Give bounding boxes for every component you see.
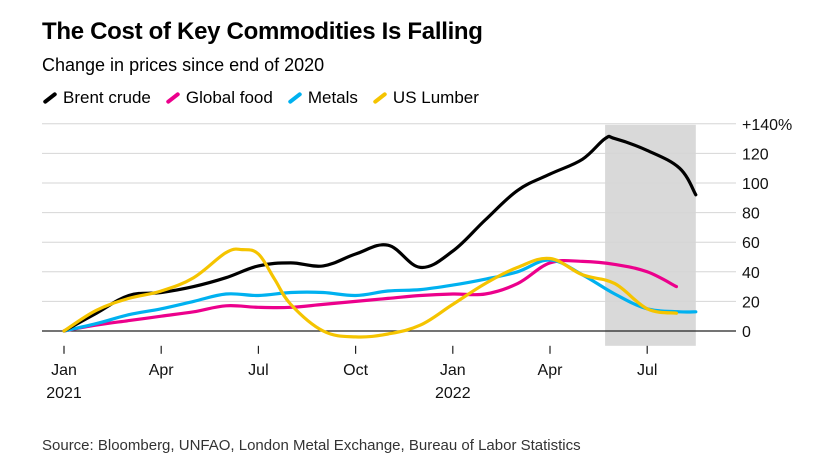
y-tick-label: 40	[742, 265, 760, 282]
legend-label-brent: Brent crude	[63, 88, 151, 107]
chart-title: The Cost of Key Commodities Is Falling	[42, 18, 483, 45]
x-tick-label: Oct	[343, 362, 368, 379]
x-tick-label: Apr	[538, 362, 564, 379]
chart-subtitle: Change in prices since end of 2020	[42, 55, 325, 75]
x-tick-label: Jan	[51, 362, 77, 379]
legend-item-food: Global food	[165, 88, 273, 108]
legend-label-lumber: US Lumber	[392, 88, 479, 107]
x-tick-label: Jan	[440, 362, 466, 379]
y-tick-label: 20	[742, 294, 760, 311]
y-tick-label: 120	[742, 146, 769, 163]
series-line-food	[62, 258, 678, 333]
series-line-brent	[62, 134, 698, 333]
y-tick-label: +140%	[742, 117, 792, 134]
y-tick-label: 0	[742, 324, 751, 341]
series-line-lumber	[62, 247, 678, 339]
chart-legend: Brent crude Global food Metals US Lumber	[42, 88, 479, 108]
y-tick-label: 60	[742, 235, 760, 252]
source-note: Source: Bloomberg, UNFAO, London Metal E…	[42, 437, 581, 454]
x-tick-label: Jul	[637, 362, 657, 379]
y-tick-label: 80	[742, 206, 760, 223]
legend-item-brent: Brent crude	[42, 88, 151, 108]
x-tick-label: Apr	[149, 362, 175, 379]
legend-label-metals: Metals	[307, 88, 358, 107]
legend-item-lumber: US Lumber	[372, 88, 479, 108]
x-tick-year: 2021	[46, 385, 82, 402]
y-tick-label: 100	[742, 176, 769, 193]
series-line-metals	[62, 258, 698, 333]
legend-item-metals: Metals	[287, 88, 358, 108]
x-tick-year: 2022	[435, 385, 471, 402]
x-tick-label: Jul	[248, 362, 268, 379]
legend-label-food: Global food	[185, 88, 273, 107]
